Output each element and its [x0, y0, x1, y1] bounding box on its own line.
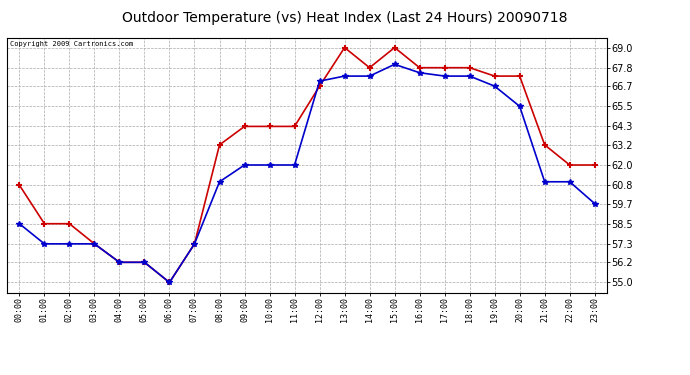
Text: Copyright 2009 Cartronics.com: Copyright 2009 Cartronics.com: [10, 41, 133, 47]
Text: Outdoor Temperature (vs) Heat Index (Last 24 Hours) 20090718: Outdoor Temperature (vs) Heat Index (Las…: [122, 11, 568, 25]
